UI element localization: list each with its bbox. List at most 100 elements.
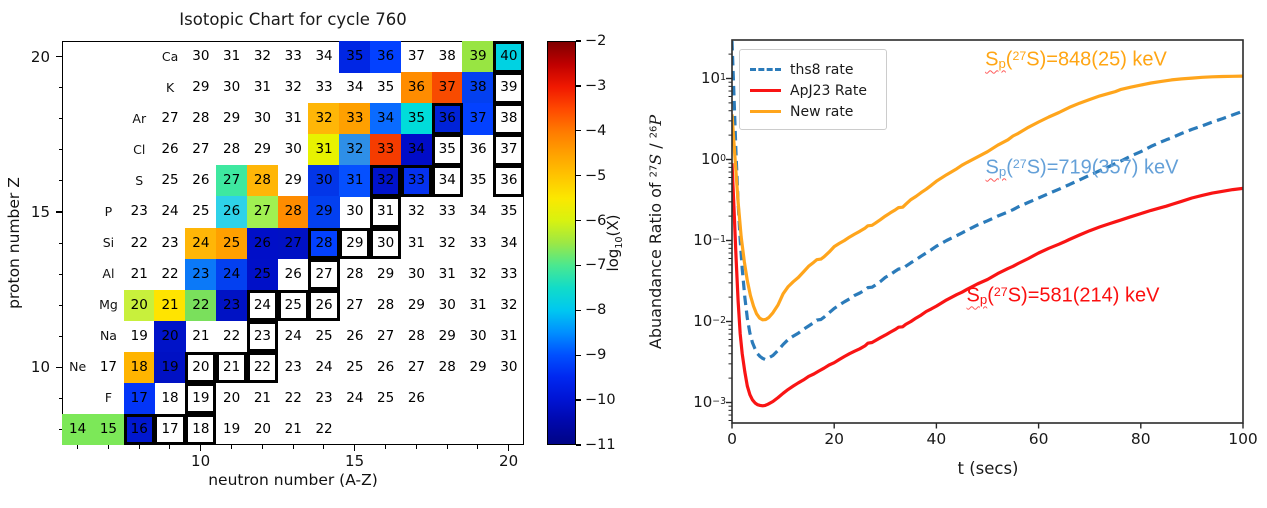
colorbar-tick-label: −2	[585, 33, 607, 49]
isotope-cell-F17: 17	[123, 382, 155, 415]
isotope-cell-Mg25: 25	[277, 289, 309, 322]
right-plot-frame	[731, 39, 1244, 424]
isotope-cell-Al21: 21	[130, 265, 148, 282]
isotope-cell-F25: 25	[377, 389, 395, 406]
isotope-cell-Na22: 22	[223, 327, 241, 344]
element-label-p: P	[104, 203, 113, 219]
isotope-cell-Al27: 27	[308, 258, 340, 291]
isotope-cell-Ne22: 22	[246, 351, 279, 384]
isotope-cell-Na29: 29	[438, 327, 456, 344]
isotope-cell-P24: 24	[161, 203, 179, 220]
isotope-cell-K34: 34	[346, 79, 364, 96]
isotope-cell-Mg31: 31	[469, 296, 487, 313]
y-minor-tick	[58, 242, 62, 244]
colorbar-tick-label: −6	[585, 212, 607, 229]
isotope-cell-Al24: 24	[216, 258, 248, 291]
isotope-cell-P30: 30	[346, 203, 364, 220]
colorbar-tick-label: −4	[585, 122, 607, 139]
x-minor-tick	[446, 445, 448, 449]
isotope-cell-o21: 21	[284, 420, 302, 437]
isotope-cell-Al23: 23	[185, 258, 217, 291]
isotope-cell-Al22: 22	[161, 265, 179, 282]
isotope-cell-Ca40: 40	[493, 41, 525, 73]
x-tick-label-60: 60	[1028, 430, 1049, 448]
isotope-cell-Al25: 25	[246, 258, 279, 291]
isotope-cell-K35: 35	[377, 79, 395, 96]
x-minor-tick	[169, 445, 171, 449]
isotope-cell-K39: 39	[493, 72, 525, 104]
isotope-cell-Cl29: 29	[253, 141, 272, 158]
legend-entry-apj23: ApJ23 Rate	[750, 80, 876, 101]
sp-close: S)=	[1026, 48, 1058, 71]
y-tick-exponent: −1	[712, 233, 726, 245]
isotope-cell-Na30: 30	[469, 327, 487, 344]
x-tick-label-100: 100	[1228, 430, 1258, 448]
isotope-cell-Ne17: 17	[99, 358, 118, 375]
isotope-cell-K37: 37	[431, 72, 463, 104]
x-major-tick	[507, 445, 510, 451]
isotope-cell-Cl33: 33	[370, 134, 402, 166]
isotope-cell-Na28: 28	[407, 327, 426, 344]
isotope-cell-Ca35: 35	[339, 41, 371, 73]
x-minor-tick	[261, 445, 263, 449]
isotope-cell-Ar36: 36	[431, 103, 463, 135]
left-chart-x-axis-label: neutron number (A-Z)	[208, 471, 378, 489]
isotope-cell-Mg21: 21	[154, 289, 186, 322]
y-minor-tick	[58, 149, 62, 151]
isotope-cell-Mg20: 20	[123, 289, 155, 322]
isotope-cell-P29: 29	[308, 196, 340, 228]
y-minor-tick	[58, 304, 62, 306]
isotope-cell-Cl34: 34	[400, 134, 433, 166]
colorbar-tick-label: −8	[585, 302, 607, 319]
sp-open: (	[987, 284, 994, 307]
isotope-cell-P28: 28	[277, 196, 309, 228]
legend-label-ths8: ths8 rate	[790, 61, 854, 78]
colorbar-tick	[576, 85, 581, 87]
legend-entry-ths8: ths8 rate	[750, 59, 876, 80]
x-minor-tick	[76, 445, 78, 449]
isotope-cell-Al28: 28	[346, 265, 364, 282]
isotope-cell-S31: 31	[339, 165, 371, 197]
colorbar-tick	[576, 174, 581, 177]
y-minor-tick	[58, 118, 62, 120]
isotope-cell-Mg27: 27	[346, 296, 364, 313]
isotope-cell-Cl37: 37	[493, 134, 525, 166]
isotope-cell-Ar29: 29	[223, 110, 241, 127]
isotope-cell-Na24: 24	[284, 327, 302, 344]
isotope-cell-Ar37: 37	[462, 103, 494, 135]
colorbar-tick	[576, 264, 581, 267]
isotope-cell-Cl27: 27	[192, 141, 210, 158]
isotope-cell-P23: 23	[130, 203, 148, 220]
isotope-cell-Si29: 29	[339, 227, 371, 260]
element-label-si: Si	[102, 235, 115, 251]
sp-unit: keV	[1119, 284, 1160, 307]
isotope-cell-F22: 22	[284, 389, 302, 406]
sp-symbol: Sp	[985, 49, 1006, 71]
isotope-cell-S29: 29	[284, 172, 302, 189]
isotope-cell-Si34: 34	[500, 234, 518, 251]
isotope-cell-P27: 27	[246, 196, 279, 228]
sp-close: S)=	[1007, 284, 1040, 307]
element-label-na: Na	[99, 328, 117, 344]
right-chart-x-axis-label: t (secs)	[957, 459, 1019, 478]
curve-apj23-rate	[732, 163, 1243, 408]
colorbar-tick	[576, 399, 581, 401]
isotope-cell-Si23: 23	[161, 234, 179, 251]
isotope-cell-Si28: 28	[308, 227, 340, 260]
isotope-cell-Ca39: 39	[462, 41, 494, 73]
colorbar-tick-label: −7	[585, 257, 607, 274]
curve-new-rate	[732, 74, 1243, 322]
isotope-cell-Na21: 21	[192, 327, 210, 344]
isotope-cell-Al26: 26	[284, 265, 302, 282]
y-tick-label-10e-2: 10−2	[693, 311, 726, 330]
isotope-cell-Na26: 26	[346, 327, 364, 344]
isotope-cell-Na20: 20	[154, 320, 186, 353]
element-label-ca: Ca	[161, 48, 179, 64]
isotope-cell-Ne30: 30	[500, 358, 518, 375]
y-tick-exponent: −3	[712, 395, 726, 407]
legend: ths8 rate ApJ23 Rate New rate	[739, 49, 887, 130]
isotope-cell-Ca34: 34	[315, 48, 333, 65]
isotope-cell-P33: 33	[438, 203, 456, 220]
y-minor-tick	[58, 180, 62, 182]
